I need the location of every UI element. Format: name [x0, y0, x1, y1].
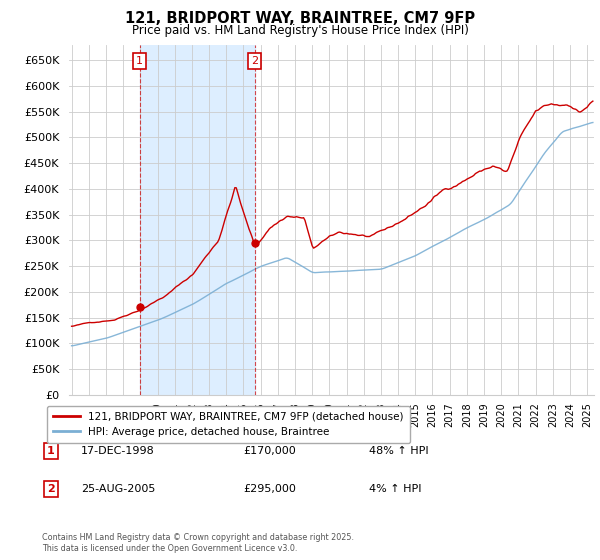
- Legend: 121, BRIDPORT WAY, BRAINTREE, CM7 9FP (detached house), HPI: Average price, deta: 121, BRIDPORT WAY, BRAINTREE, CM7 9FP (d…: [47, 405, 410, 444]
- Text: 1: 1: [136, 56, 143, 66]
- Text: 48% ↑ HPI: 48% ↑ HPI: [369, 446, 428, 456]
- Text: 121, BRIDPORT WAY, BRAINTREE, CM7 9FP: 121, BRIDPORT WAY, BRAINTREE, CM7 9FP: [125, 11, 475, 26]
- Text: 25-AUG-2005: 25-AUG-2005: [81, 484, 155, 494]
- Text: 17-DEC-1998: 17-DEC-1998: [81, 446, 155, 456]
- Text: 4% ↑ HPI: 4% ↑ HPI: [369, 484, 421, 494]
- Text: Price paid vs. HM Land Registry's House Price Index (HPI): Price paid vs. HM Land Registry's House …: [131, 24, 469, 37]
- Text: 2: 2: [47, 484, 55, 494]
- Text: 1: 1: [47, 446, 55, 456]
- Text: £295,000: £295,000: [243, 484, 296, 494]
- Text: £170,000: £170,000: [243, 446, 296, 456]
- Text: Contains HM Land Registry data © Crown copyright and database right 2025.
This d: Contains HM Land Registry data © Crown c…: [42, 533, 354, 553]
- Bar: [140, 45, 254, 395]
- Text: 2: 2: [251, 56, 258, 66]
